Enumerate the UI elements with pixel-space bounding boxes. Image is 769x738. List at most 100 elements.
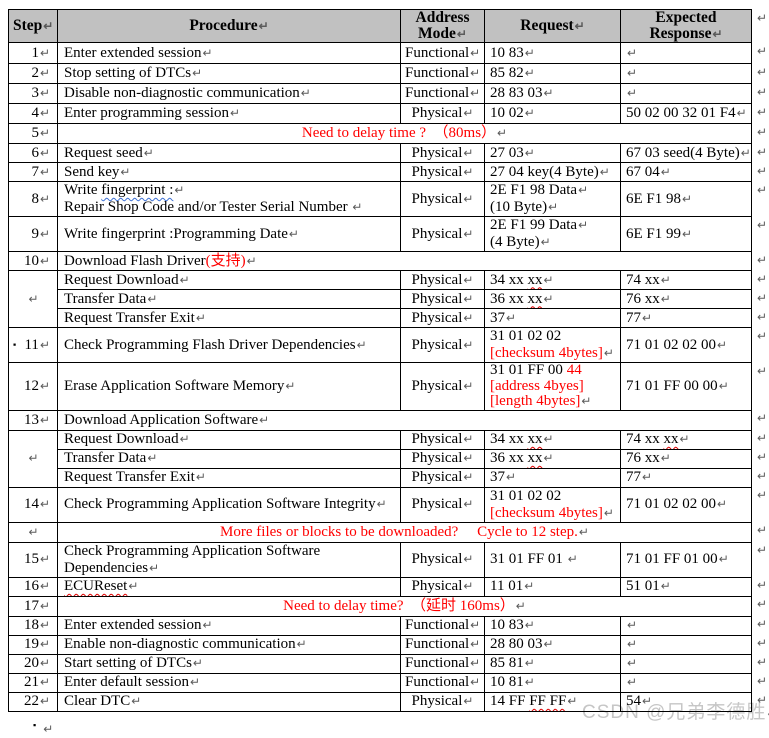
- row-end-mark-cell: ↵: [752, 449, 769, 468]
- paragraph-mark: ↵: [660, 292, 671, 306]
- procedure-cell: Check Programming Application Software I…: [58, 487, 401, 522]
- request-text-red: [length 4bytes]: [490, 393, 580, 409]
- paragraph-mark: ↵: [39, 618, 50, 632]
- paragraph-mark: ↵: [119, 165, 130, 179]
- table-row-13a: ↵ Request Download↵ Physical↵ 34 xx xx↵ …: [9, 430, 769, 449]
- request-cell: 36 xx xx↵: [485, 449, 621, 468]
- table-row-15: 15↵ Check Programming Application Softwa…: [9, 542, 769, 577]
- header-procedure-label: Procedure: [189, 17, 257, 34]
- procedure-text: Check Programming Application Software D…: [64, 543, 320, 576]
- mode-text: Physical: [412, 164, 463, 180]
- address-mode-cell: Functional↵: [401, 43, 485, 64]
- response-text: 71 01 FF 01 00: [626, 551, 718, 567]
- row-end-mark-cell: ↵: [752, 635, 769, 654]
- mode-text: Physical: [412, 378, 463, 394]
- row-end-mark-cell: ↵: [752, 328, 769, 363]
- row-end-mark-cell: ↵: [752, 217, 769, 252]
- request-cell: 37↵: [485, 468, 621, 487]
- cutoff-bullet-line: ▪↵: [33, 720, 53, 738]
- step-cell: 22↵: [9, 692, 58, 711]
- procedure-cell: Enable non-diagnostic communication↵: [58, 635, 401, 654]
- procedure-text: Write fingerprint :Programming Date: [64, 226, 288, 242]
- paragraph-mark: ↵: [469, 637, 480, 651]
- step-cell: 2↵: [9, 64, 58, 84]
- procedure-text: Repair Shop Code and/or Tester Serial Nu…: [64, 199, 351, 215]
- group-title-cell: Download Flash Driver(支持)↵: [58, 252, 752, 271]
- mode-text: Functional: [405, 65, 469, 81]
- paragraph-mark: ↵: [496, 126, 507, 140]
- address-mode-cell: Physical↵: [401, 487, 485, 522]
- procedure-text: Request Transfer Exit: [64, 469, 195, 485]
- paragraph-mark: ↵: [543, 292, 554, 306]
- address-mode-cell: Functional↵: [401, 673, 485, 692]
- header-request-label: Request: [520, 17, 573, 34]
- paragraph-mark: ↵: [39, 675, 50, 689]
- table-row-19: 19↵ Enable non-diagnostic communication↵…: [9, 635, 769, 654]
- paragraph-mark: ↵: [543, 637, 554, 651]
- request-text: (4 Byte): [490, 234, 540, 250]
- response-cell: 71 01 02 02 00↵: [621, 328, 752, 363]
- table-row-21: 21↵ Enter default session↵ Functional↵ 1…: [9, 673, 769, 692]
- paragraph-mark: ↵: [179, 273, 190, 287]
- mode-text: Physical: [412, 191, 463, 207]
- procedure-cell: Transfer Data↵: [58, 449, 401, 468]
- request-text: 34 xx: [490, 431, 528, 447]
- header-step: Step↵: [9, 10, 58, 43]
- response-cell: 76 xx↵: [621, 290, 752, 309]
- paragraph-mark: ↵: [42, 722, 53, 736]
- row-end-mark-cell: ↵: [752, 104, 769, 124]
- table-row-11: ▪11↵ Check Programming Flash Driver Depe…: [9, 328, 769, 363]
- paragraph-mark: ↵: [524, 618, 535, 632]
- request-text: 28 80 03: [490, 636, 543, 652]
- row-end-mark-cell: ↵: [752, 144, 769, 163]
- header-step-label: Step: [13, 17, 42, 34]
- paragraph-mark: ↵: [195, 311, 206, 325]
- request-text: 2E F1 98 Data: [490, 182, 577, 198]
- paragraph-mark: ↵: [540, 235, 551, 249]
- address-mode-cell: Physical↵: [401, 182, 485, 217]
- paragraph-mark: ↵: [39, 694, 50, 708]
- procedure-cell: Check Programming Application Software D…: [58, 542, 401, 577]
- address-mode-cell: Physical↵: [401, 163, 485, 182]
- paragraph-mark: ↵: [39, 656, 50, 670]
- paragraph-mark: ↵: [756, 431, 767, 445]
- table-row-4: 4↵ Enter programming session↵ Physical↵ …: [9, 104, 769, 124]
- paragraph-mark: ↵: [39, 599, 50, 613]
- request-cell: 27 04 key(4 Byte)↵: [485, 163, 621, 182]
- mode-text: Physical: [412, 551, 463, 567]
- paragraph-mark: ↵: [39, 579, 50, 593]
- paragraph-mark: ↵: [376, 497, 387, 511]
- request-text: 85 81: [490, 655, 524, 671]
- address-mode-cell: Physical↵: [401, 363, 485, 411]
- paragraph-mark: ↵: [39, 227, 50, 241]
- step-cell: 17↵: [9, 596, 58, 616]
- request-text: 10 02: [490, 105, 524, 121]
- paragraph-mark: ↵: [39, 46, 50, 60]
- row-end-mark-cell: ↵: [752, 290, 769, 309]
- paragraph-mark: ↵: [469, 656, 480, 670]
- response-cell: 51 01↵: [621, 577, 752, 596]
- table-row-10-group-title: 10↵ Download Flash Driver(支持)↵ ↵: [9, 252, 769, 271]
- paragraph-mark: ↵: [756, 11, 767, 25]
- row-end-mark-cell: ↵: [752, 577, 769, 596]
- paragraph-mark: ↵: [626, 66, 637, 80]
- request-text-misspelled: xx: [528, 272, 543, 288]
- delay-note-text: Need to delay time? （延时 160ms）: [283, 598, 515, 614]
- paragraph-mark: ↵: [39, 497, 50, 511]
- group-title-text: Download Flash Driver: [64, 253, 206, 269]
- procedure-table: Step↵ Procedure↵ Address Mode↵ Request↵ …: [8, 9, 769, 712]
- step-number: 16: [24, 578, 39, 594]
- table-row-12: 12↵ Erase Application Software Memory↵ P…: [9, 363, 769, 411]
- request-text: 14 FF: [490, 693, 529, 709]
- step-cell: ↵: [9, 271, 58, 328]
- list-bullet: ▪: [33, 720, 36, 730]
- paragraph-mark: ↵: [462, 552, 473, 566]
- row-end-mark-cell: ↵: [752, 616, 769, 635]
- delay-note-text: Need to delay time ? （80ms）: [302, 125, 496, 141]
- paragraph-mark: ↵: [469, 66, 480, 80]
- header-request: Request↵: [485, 10, 621, 43]
- request-cell: 85 82↵: [485, 64, 621, 84]
- mode-text: Physical: [412, 469, 463, 485]
- mode-text: Functional: [405, 636, 469, 652]
- row-end-mark-cell: ↵: [752, 252, 769, 271]
